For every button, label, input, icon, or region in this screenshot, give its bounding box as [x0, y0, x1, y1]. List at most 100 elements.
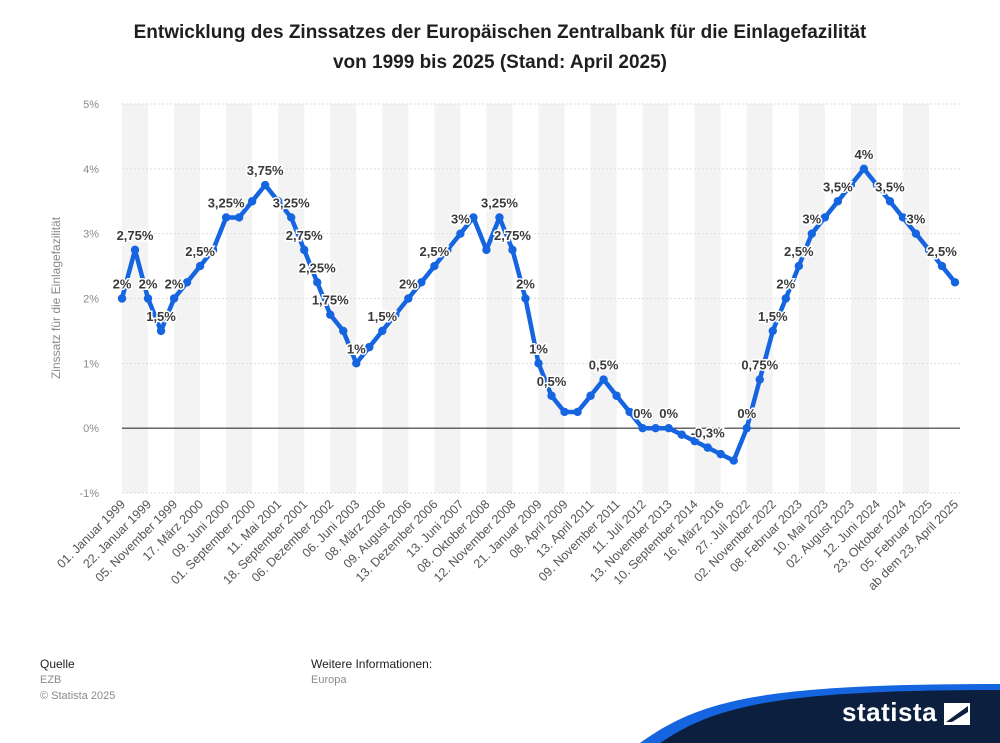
data-label: 2,75% — [117, 228, 154, 243]
data-point — [430, 261, 439, 271]
data-point — [924, 245, 934, 255]
data-point — [872, 180, 882, 190]
data-label: 3,25% — [481, 195, 518, 210]
data-point — [404, 294, 413, 303]
data-point — [287, 213, 296, 222]
data-label: 3% — [451, 212, 470, 227]
data-label: 2% — [399, 277, 418, 292]
data-point — [352, 359, 361, 368]
data-point — [143, 294, 153, 303]
chart-title: Entwicklung des Zinssatzes der Europäisc… — [0, 18, 1000, 78]
data-point — [365, 342, 374, 352]
data-point — [885, 197, 895, 206]
y-tick-label: 5% — [83, 99, 99, 111]
data-point — [547, 391, 556, 400]
data-point — [169, 294, 179, 303]
y-tick-label: 1% — [83, 358, 99, 370]
data-point — [156, 326, 166, 336]
y-tick-label: 2% — [83, 294, 99, 306]
chart-title-line-2: von 1999 bis 2025 (Stand: April 2025) — [332, 52, 668, 73]
data-point — [833, 197, 843, 206]
data-point — [846, 180, 856, 190]
data-point — [495, 213, 504, 222]
statista-logo-icon — [944, 703, 970, 725]
data-point — [677, 430, 686, 439]
data-label: 2,25% — [299, 260, 336, 275]
data-label: 2% — [516, 277, 535, 292]
data-label: 3,25% — [208, 195, 245, 210]
data-label: 3,5% — [875, 179, 905, 194]
data-point — [273, 197, 283, 206]
data-label: -0,3% — [691, 426, 725, 441]
data-label: 0,5% — [589, 358, 619, 373]
data-label: 1,5% — [758, 309, 788, 324]
data-label: 2,5% — [927, 244, 957, 259]
source-label: Quelle — [40, 657, 75, 671]
data-point — [625, 407, 634, 417]
source-value: EZB — [40, 674, 62, 686]
data-label: 3,75% — [247, 163, 284, 178]
data-point — [560, 407, 569, 417]
data-label: 3% — [802, 212, 821, 227]
y-axis-tick-labels: -1% 0% 1% 2% 3% 4% 5% — [79, 99, 99, 500]
data-point — [781, 294, 790, 303]
data-label: 1% — [347, 341, 366, 356]
data-label: 1,75% — [312, 293, 349, 308]
data-point — [937, 261, 947, 271]
data-label: 2% — [776, 277, 795, 292]
data-point — [820, 213, 830, 222]
data-label: 0% — [737, 406, 756, 421]
data-point — [456, 229, 465, 238]
data-point — [898, 213, 908, 222]
info-value[interactable]: Europa — [311, 674, 347, 686]
data-point — [260, 180, 270, 190]
data-point — [638, 423, 647, 433]
data-label: 3,5% — [823, 179, 853, 194]
data-point — [469, 213, 478, 222]
data-point — [195, 261, 205, 271]
copyright: © Statista 2025 — [40, 690, 116, 702]
data-point — [794, 261, 804, 271]
data-point — [586, 391, 595, 400]
data-point — [755, 375, 764, 384]
y-tick-label: -1% — [79, 488, 99, 500]
chart-title-line-1: Entwicklung des Zinssatzes der Europäisc… — [133, 22, 867, 43]
data-label: 2,5% — [420, 244, 450, 259]
data-label: 2,5% — [784, 244, 814, 259]
data-point — [859, 164, 869, 174]
data-point — [521, 294, 530, 303]
data-label: 1% — [529, 341, 548, 356]
data-label: 3,25% — [273, 195, 310, 210]
data-point — [208, 245, 218, 255]
data-point — [378, 326, 387, 336]
data-labels: 2% 2,75% 2% 1,5% 2% 2,5% 3,25% 3,75% 3,25% 2,75% 2… — [111, 145, 959, 442]
data-label: 0,75% — [741, 358, 778, 373]
data-label: 3% — [907, 212, 926, 227]
data-point — [742, 423, 751, 433]
data-point — [599, 375, 608, 384]
data-point — [130, 245, 140, 255]
data-points — [117, 164, 960, 465]
data-point — [716, 449, 725, 459]
data-label: 2,75% — [494, 228, 531, 243]
data-label: 2% — [113, 277, 132, 292]
data-label: 2% — [139, 277, 158, 292]
data-point — [326, 310, 335, 319]
data-label: 1,5% — [367, 309, 397, 324]
data-point — [690, 436, 699, 446]
data-label: 2,5% — [185, 244, 215, 259]
data-label: 4% — [854, 147, 873, 162]
data-label: 2% — [165, 277, 184, 292]
data-label: 0,5% — [537, 374, 567, 389]
statista-brand[interactable]: statista — [842, 697, 938, 727]
data-point — [573, 407, 582, 417]
data-point — [117, 294, 127, 303]
data-point — [612, 391, 621, 400]
y-tick-label: 4% — [83, 164, 99, 176]
y-axis-label: Zinssatz für die Einlagefazilität — [49, 216, 63, 379]
data-point — [391, 310, 400, 319]
data-point — [911, 229, 921, 238]
data-point — [300, 245, 309, 255]
data-point — [534, 359, 543, 368]
data-point — [807, 229, 817, 238]
